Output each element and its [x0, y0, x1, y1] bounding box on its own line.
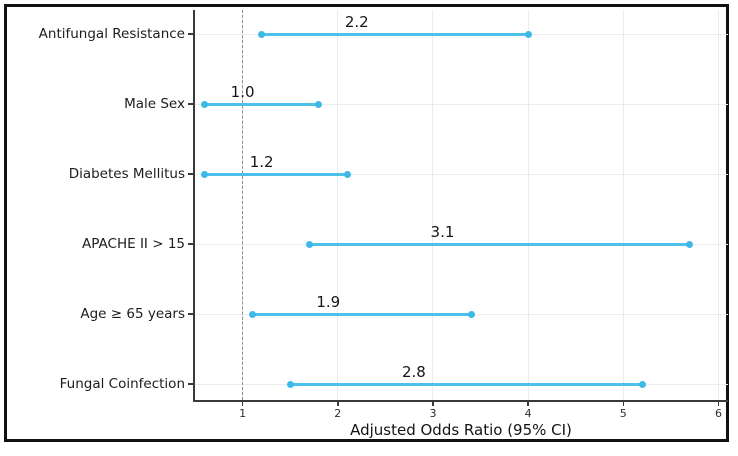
figure-border [4, 4, 729, 442]
plot-area [193, 10, 728, 402]
x-axis-label: Adjusted Odds Ratio (95% CI) [350, 421, 572, 439]
